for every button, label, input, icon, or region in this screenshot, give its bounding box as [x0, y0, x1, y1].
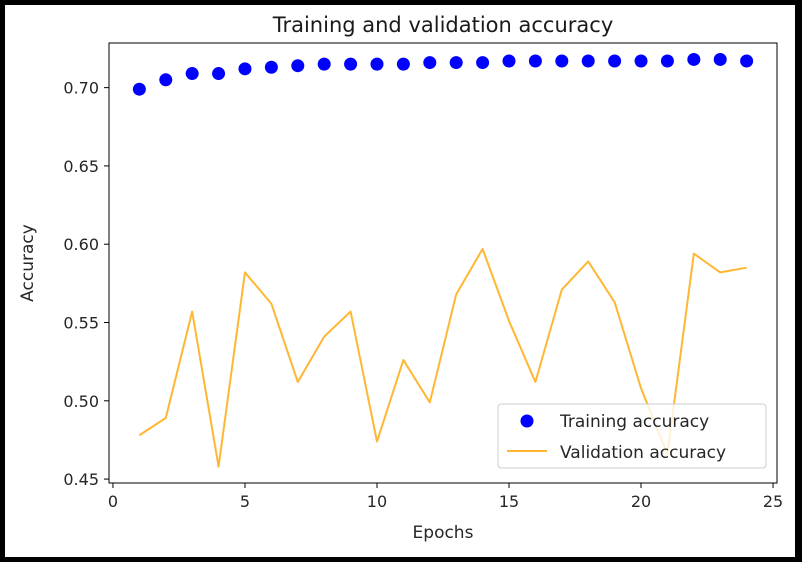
training-accuracy-point [555, 54, 569, 68]
x-tick-label: 15 [499, 492, 519, 511]
legend-label-training: Training accuracy [559, 412, 709, 432]
y-tick-label: 0.60 [63, 235, 99, 254]
training-accuracy-point [212, 67, 226, 81]
training-accuracy-point [502, 54, 516, 68]
legend-marker-training [520, 414, 534, 428]
ticks-layer: 0 5 10 15 20 25 0.45 0.50 0.55 0.60 0.65 0.70 [63, 79, 783, 511]
training-accuracy-point [159, 73, 173, 87]
training-accuracy-point [264, 60, 278, 74]
legend: Training accuracy Validation accuracy [497, 403, 767, 469]
training-accuracy-point [528, 54, 542, 68]
x-tick-label: 20 [631, 492, 651, 511]
y-tick-label: 0.70 [63, 79, 99, 98]
plot-frame [108, 42, 778, 484]
training-accuracy-point [713, 52, 727, 66]
chart-title: Training and validation accuracy [272, 13, 614, 37]
y-tick-label: 0.55 [63, 314, 99, 333]
training-accuracy-point [291, 59, 305, 73]
training-accuracy-point [396, 57, 410, 71]
training-accuracy-point [608, 54, 622, 68]
training-accuracy-point [581, 54, 595, 68]
training-accuracy-point [132, 82, 146, 96]
y-tick-label: 0.50 [63, 392, 99, 411]
legend-label-validation: Validation accuracy [560, 443, 726, 463]
validation-accuracy-line [138, 247, 747, 468]
x-axis-label: Epochs [413, 523, 474, 543]
x-tick-label: 25 [763, 492, 783, 511]
training-accuracy-point [185, 67, 199, 81]
training-accuracy-point [423, 56, 437, 70]
y-tick-label: 0.65 [63, 157, 99, 176]
training-accuracy-point [370, 57, 384, 71]
series-layer [132, 52, 754, 468]
x-tick-label: 5 [240, 492, 250, 511]
legend-box [497, 403, 767, 469]
training-accuracy-point [740, 54, 754, 68]
training-accuracy-point [238, 62, 252, 76]
y-axis-label: Accuracy [18, 224, 38, 302]
x-tick-label: 10 [367, 492, 387, 511]
training-accuracy-point [449, 56, 463, 70]
training-accuracy-point [634, 54, 648, 68]
training-accuracy-point [687, 52, 701, 66]
training-accuracy-point [317, 57, 331, 71]
training-accuracy-point [476, 56, 490, 70]
y-tick-label: 0.45 [63, 470, 99, 489]
training-accuracy-point [660, 54, 674, 68]
training-accuracy-point [344, 57, 358, 71]
x-tick-label: 0 [108, 492, 118, 511]
